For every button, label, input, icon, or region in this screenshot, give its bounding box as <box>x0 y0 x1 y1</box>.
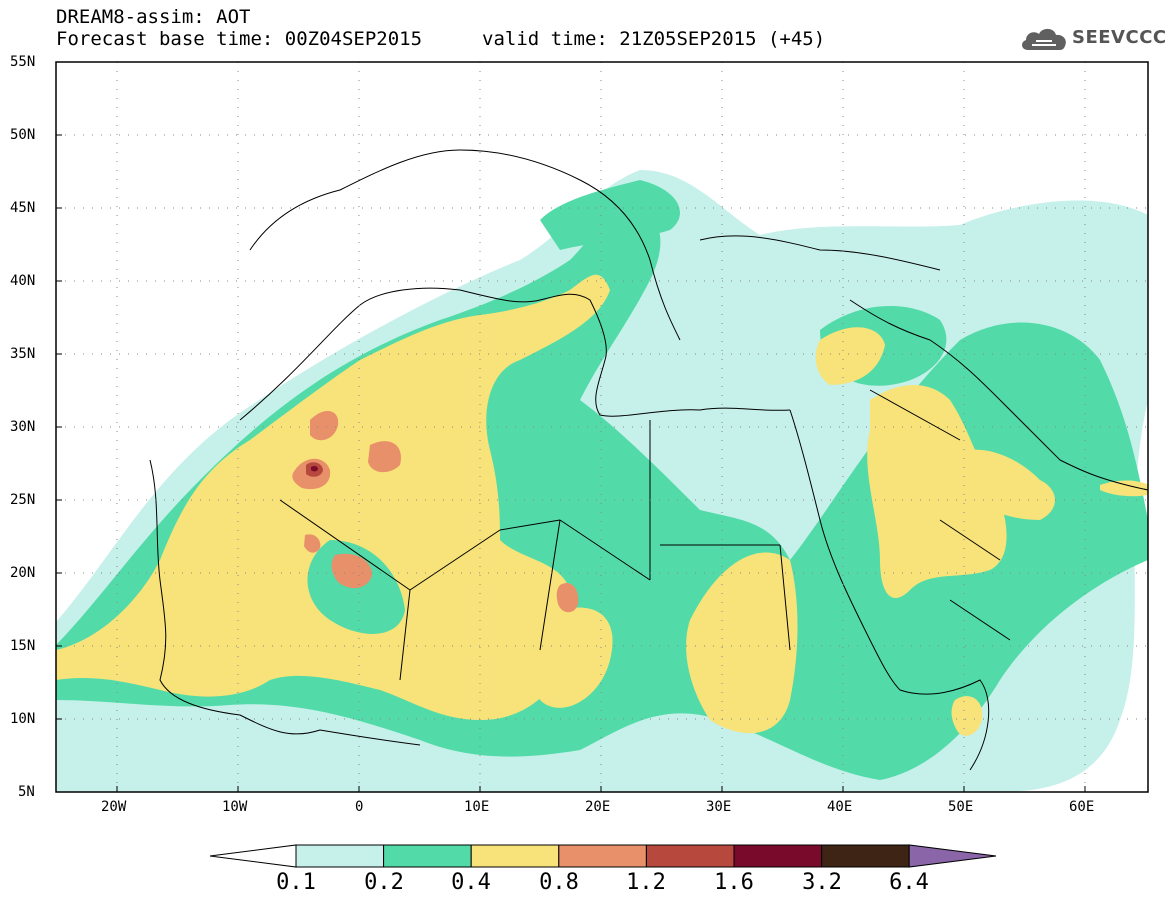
lon-label: 10W <box>222 799 248 815</box>
color-bar-seg-5 <box>645 844 735 868</box>
legend-tick-label: 3.2 <box>802 870 842 895</box>
lat-label: 20N <box>10 565 36 581</box>
color-bar-seg-7 <box>821 844 910 868</box>
color-bar-seg-4 <box>558 844 647 868</box>
aot-band-0.4-0.8 <box>56 274 1148 736</box>
legend-tick-label: 0.1 <box>276 870 316 895</box>
lat-label: 45N <box>10 200 36 216</box>
lat-label: 50N <box>10 127 36 143</box>
title-line-1: DREAM8-assim: AOT <box>56 6 251 28</box>
color-bar-under <box>209 844 297 868</box>
valid-time: valid time: 21Z05SEP2015 (+45) <box>482 28 826 50</box>
lat-label: 40N <box>10 273 36 289</box>
color-bar <box>209 844 997 868</box>
legend-tick-label: 1.6 <box>714 870 754 895</box>
legend-tick-label: 6.4 <box>889 870 929 895</box>
lon-label: 20W <box>101 799 127 815</box>
title-line-2: Forecast base time: 00Z04SEP2015 <box>56 28 423 50</box>
lon-label: 40E <box>827 799 853 815</box>
lat-label: 35N <box>10 346 36 362</box>
lon-label: 30E <box>706 799 732 815</box>
color-bar-seg-6 <box>733 844 823 868</box>
legend-tick-label: 0.8 <box>539 870 579 895</box>
lon-label: 20E <box>585 799 611 815</box>
lon-label: 0 <box>355 799 364 815</box>
logo-text: SEEVCCC <box>1072 27 1165 48</box>
legend-tick-label: 0.4 <box>451 870 491 895</box>
lon-label: 10E <box>464 799 490 815</box>
color-bar-seg-3 <box>470 844 560 868</box>
aot-band-1.6-3.2 <box>311 465 318 472</box>
legend-tick-label: 1.2 <box>626 870 666 895</box>
lat-label: 10N <box>10 711 36 727</box>
lat-label: 15N <box>10 638 36 654</box>
seevccc-logo: SEEVCCC <box>1018 24 1165 54</box>
grid-lines <box>56 62 1148 792</box>
legend-tick-label: 0.2 <box>364 870 404 895</box>
color-bar-seg-2 <box>383 844 472 868</box>
coastlines <box>149 149 1148 771</box>
lon-label: 50E <box>948 799 974 815</box>
color-bar-seg-1 <box>295 844 385 868</box>
lat-label: 55N <box>10 54 36 70</box>
lat-label: 25N <box>10 492 36 508</box>
lon-label: 60E <box>1069 799 1095 815</box>
cloud-icon <box>1022 28 1066 50</box>
axis-ticks <box>56 61 1086 793</box>
color-bar-over <box>908 844 997 868</box>
lat-label: 5N <box>18 784 35 800</box>
lat-label: 30N <box>10 419 36 435</box>
